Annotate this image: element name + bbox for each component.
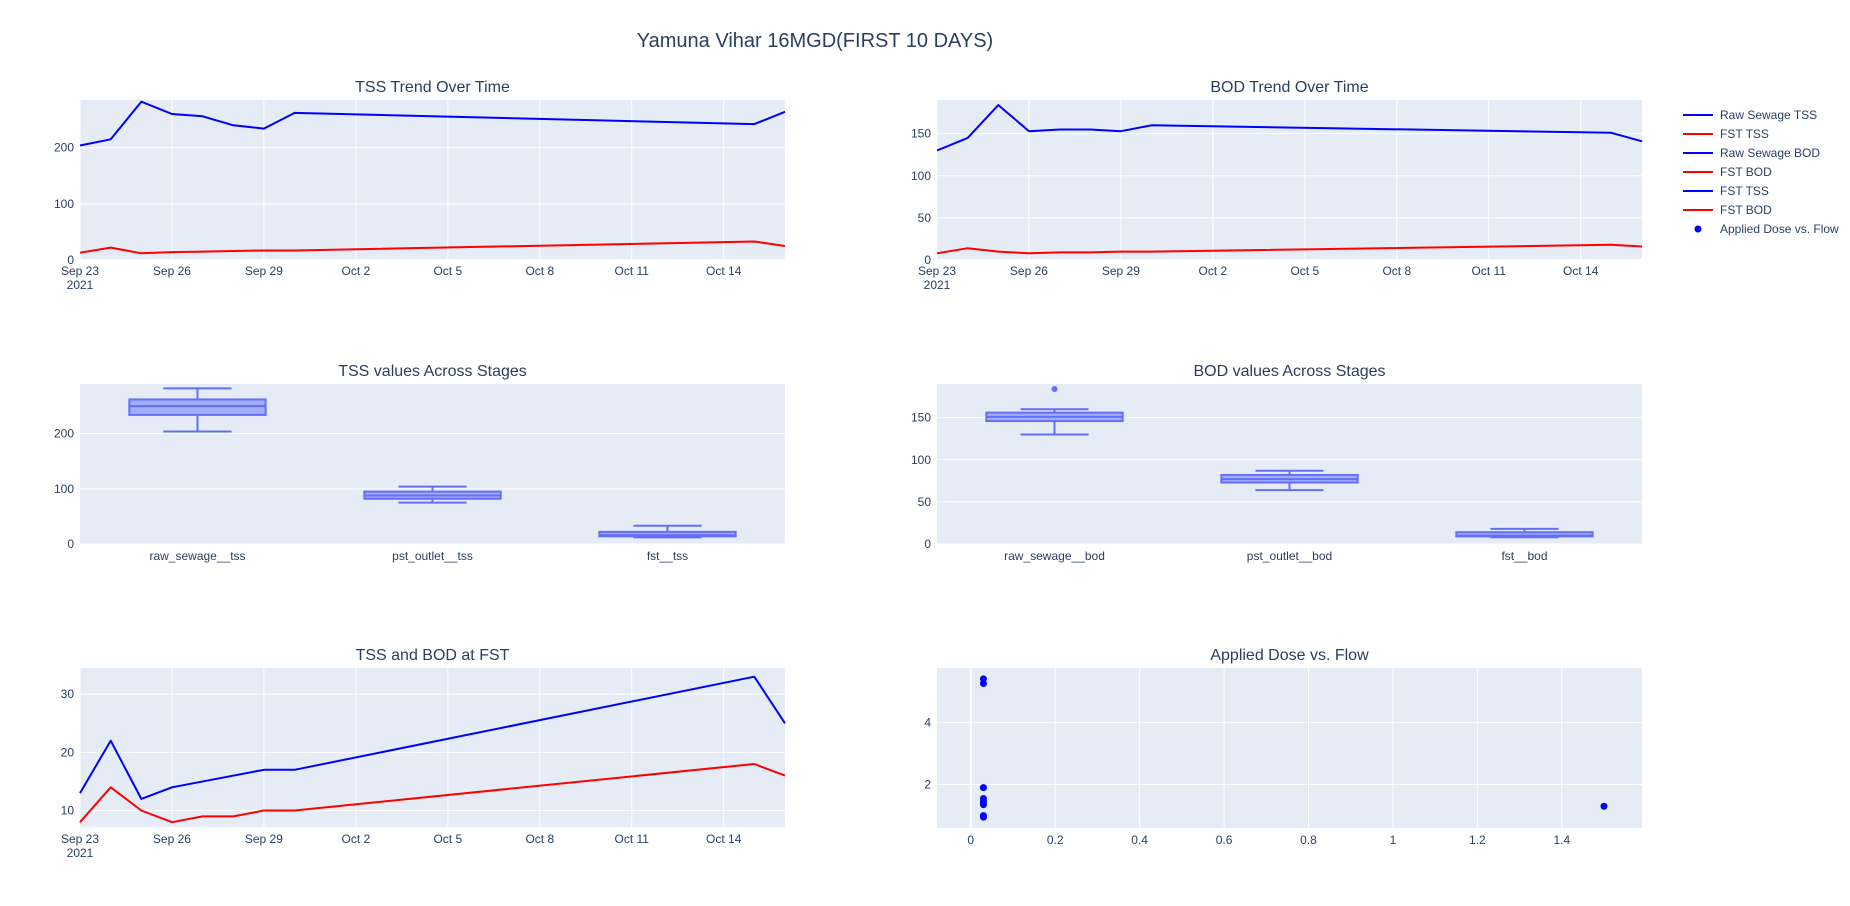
- y-tick-label: 30: [61, 687, 75, 701]
- x-tick-label: Oct 5: [1290, 264, 1319, 278]
- y-tick-label: 150: [911, 127, 931, 141]
- x-tick-label: Oct 8: [525, 264, 554, 278]
- box-outlier: [1051, 386, 1058, 393]
- legend-label: Raw Sewage TSS: [1720, 108, 1817, 122]
- legend-marker: [1694, 225, 1702, 233]
- x-tick-label: Sep 29: [1102, 264, 1140, 278]
- x-tick-label: 0: [967, 833, 974, 847]
- y-tick-label: 100: [54, 482, 74, 496]
- x-tick-label: fst__tss: [647, 549, 688, 563]
- y-tick-label: 100: [911, 169, 931, 183]
- scatter-point: [979, 784, 987, 792]
- legend-label: FST BOD: [1720, 203, 1772, 217]
- x-tick-label: Oct 11: [615, 832, 650, 846]
- x-tick-label: Oct 11: [1472, 264, 1507, 278]
- x-tick-label: Oct 14: [706, 264, 742, 278]
- scatter-point: [979, 813, 987, 821]
- subplot-title: BOD values Across Stages: [1193, 363, 1385, 380]
- x-tick-label: 0.8: [1300, 833, 1317, 847]
- x-tick-label: Oct 2: [1199, 264, 1228, 278]
- x-tick-label: Oct 8: [1382, 264, 1411, 278]
- x-tick-label: 1.4: [1553, 833, 1570, 847]
- x-tick-label: Sep 23: [61, 264, 99, 278]
- y-tick-label: 200: [54, 141, 74, 155]
- y-tick-label: 10: [61, 804, 75, 818]
- x-tick-label: fst__bod: [1501, 549, 1547, 563]
- scatter-point: [979, 680, 987, 688]
- x-tick-label: 1: [1390, 833, 1397, 847]
- plot-area: [937, 668, 1642, 828]
- subplot-title: TSS values Across Stages: [338, 363, 527, 380]
- x-year-label: 2021: [67, 278, 94, 292]
- y-tick-label: 100: [911, 453, 931, 467]
- y-tick-label: 20: [61, 745, 75, 759]
- scatter-point: [979, 801, 987, 809]
- x-tick-label: 0.4: [1131, 833, 1148, 847]
- y-tick-label: 150: [911, 411, 931, 425]
- x-tick-label: raw_sewage__bod: [1004, 549, 1105, 563]
- box-iqr: [128, 398, 267, 416]
- series-line: [936, 243, 1643, 255]
- x-tick-label: 0.6: [1216, 833, 1233, 847]
- y-tick-label: 0: [924, 537, 931, 551]
- series-line: [936, 104, 1643, 152]
- series-line: [79, 240, 786, 255]
- x-tick-label: Oct 5: [433, 264, 462, 278]
- subplot-title: TSS Trend Over Time: [355, 79, 510, 96]
- figure-title: Yamuna Vihar 16MGD(FIRST 10 DAYS): [636, 30, 994, 52]
- x-tick-label: Oct 14: [1563, 264, 1599, 278]
- x-tick-label: pst_outlet__tss: [392, 549, 473, 563]
- x-tick-label: raw_sewage__tss: [149, 549, 245, 563]
- x-tick-label: Sep 26: [153, 264, 191, 278]
- plot-area: [937, 100, 1642, 260]
- y-tick-label: 0: [924, 253, 931, 267]
- scatter-point: [1600, 802, 1608, 810]
- plot-area: [80, 100, 785, 260]
- y-tick-label: 200: [54, 427, 74, 441]
- x-tick-label: Sep 29: [245, 832, 283, 846]
- x-tick-label: Sep 23: [61, 832, 99, 846]
- x-tick-label: Oct 2: [342, 832, 371, 846]
- x-tick-label: pst_outlet__bod: [1247, 549, 1332, 563]
- x-tick-label: Sep 26: [153, 832, 191, 846]
- legend-label: FST TSS: [1720, 184, 1769, 198]
- series-line: [79, 675, 786, 800]
- y-tick-label: 100: [54, 197, 74, 211]
- y-tick-label: 4: [924, 715, 931, 729]
- legend-label: Raw Sewage BOD: [1720, 146, 1820, 160]
- y-tick-label: 50: [918, 495, 932, 509]
- y-tick-label: 0: [67, 537, 74, 551]
- x-tick-label: 1.2: [1469, 833, 1486, 847]
- x-year-label: 2021: [924, 278, 951, 292]
- legend-label: FST BOD: [1720, 165, 1772, 179]
- x-year-label: 2021: [67, 846, 94, 860]
- x-tick-label: Oct 11: [615, 264, 650, 278]
- legend-label: FST TSS: [1720, 127, 1769, 141]
- subplot-title: TSS and BOD at FST: [356, 647, 510, 664]
- subplot-title: BOD Trend Over Time: [1210, 79, 1368, 96]
- x-tick-label: Oct 14: [706, 832, 742, 846]
- x-tick-label: Oct 2: [342, 264, 371, 278]
- y-tick-label: 0: [67, 253, 74, 267]
- x-tick-label: Oct 8: [525, 832, 554, 846]
- series-line: [79, 100, 786, 147]
- legend-label: Applied Dose vs. Flow: [1720, 222, 1839, 236]
- series-line: [79, 763, 786, 824]
- x-tick-label: 0.2: [1047, 833, 1064, 847]
- subplot-title: Applied Dose vs. Flow: [1210, 647, 1369, 664]
- y-tick-label: 2: [924, 778, 931, 792]
- x-tick-label: Oct 5: [433, 832, 462, 846]
- y-tick-label: 50: [918, 211, 932, 225]
- x-tick-label: Sep 23: [918, 264, 956, 278]
- x-tick-label: Sep 29: [245, 264, 283, 278]
- box-iqr: [598, 530, 737, 538]
- x-tick-label: Sep 26: [1010, 264, 1048, 278]
- plot-area: [937, 384, 1642, 544]
